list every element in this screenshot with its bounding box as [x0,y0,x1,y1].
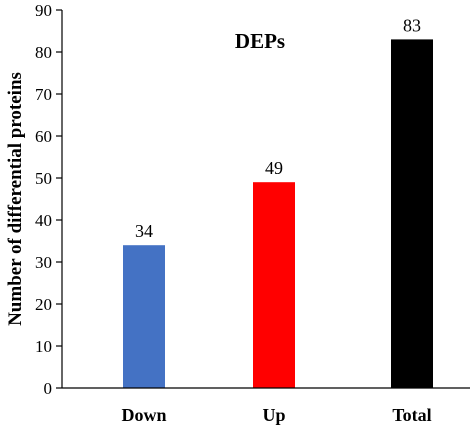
y-axis-ticks: 0 10 20 30 40 50 60 70 80 90 [35,1,62,398]
x-axis-labels: Down Up Total [121,405,431,425]
y-tick-label: 80 [35,43,52,62]
bars [123,39,433,389]
bar-total [391,39,433,389]
x-tick-label-total: Total [392,405,431,425]
data-labels: 34 49 83 [135,15,421,241]
y-tick-label: 0 [44,379,53,398]
y-tick-label: 40 [35,211,52,230]
bar-up [253,182,295,388]
x-tick-label-up: Up [262,405,285,425]
y-tick-label: 50 [35,169,52,188]
data-label-total: 83 [403,15,421,35]
y-tick-label: 70 [35,85,52,104]
y-tick-label: 20 [35,295,52,314]
bar-down [123,245,165,388]
y-tick-label: 10 [35,337,52,356]
data-label-up: 49 [265,158,283,178]
data-label-down: 34 [135,221,153,241]
x-tick-label-down: Down [121,405,166,425]
y-axis-title: Number of differential proteins [5,72,26,326]
y-tick-label: 30 [35,253,52,272]
chart-title: DEPs [235,29,285,53]
y-tick-label: 90 [35,1,52,20]
y-tick-label: 60 [35,127,52,146]
